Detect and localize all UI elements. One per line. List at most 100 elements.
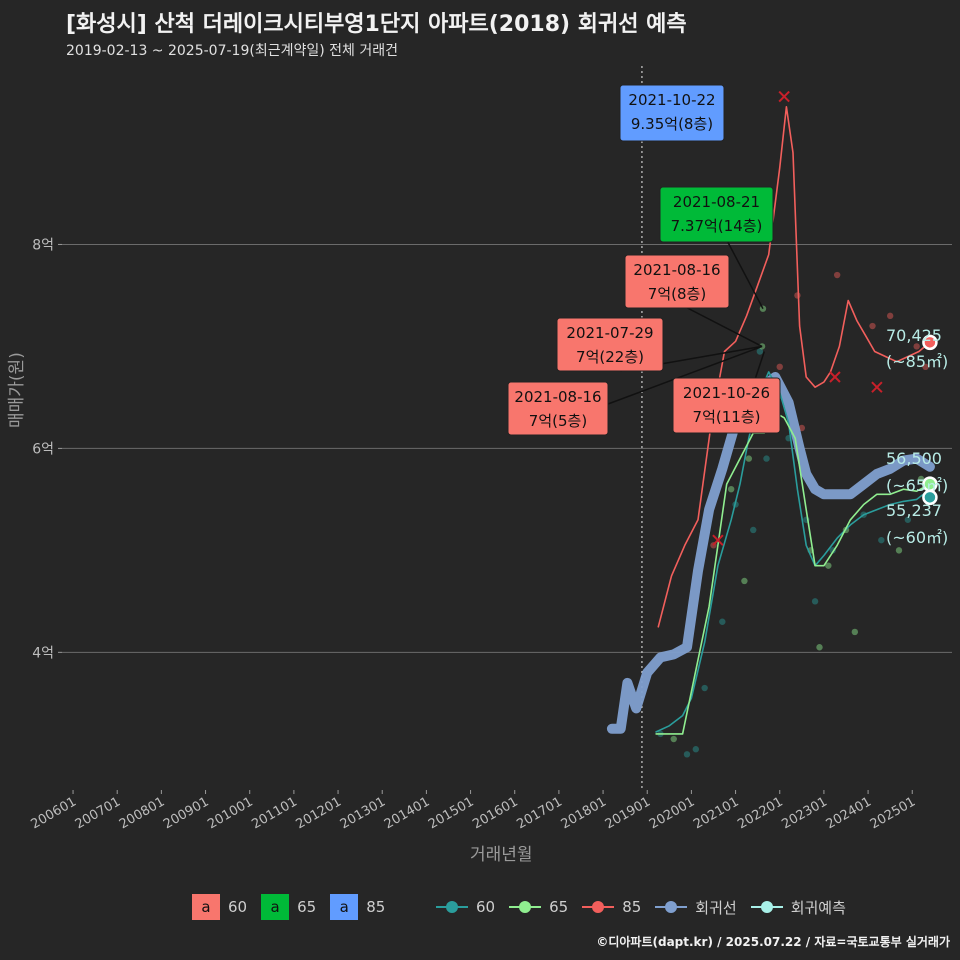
callout-price: 9.35억(8층): [631, 115, 713, 133]
callout-box: [507, 381, 609, 436]
callout-price: 7억(5층): [529, 412, 587, 430]
x-tick-label: 200601: [29, 794, 79, 832]
x-tick-label: 201501: [426, 794, 476, 832]
x-tick-label: 201401: [382, 794, 432, 832]
legend-area-boxes: a 60 a 65 a 85: [192, 893, 399, 921]
legend-line-label-60: 60: [476, 898, 496, 916]
legend-line-65: [509, 894, 542, 920]
x-tick-label: 202501: [868, 794, 918, 832]
scatter-point: [756, 348, 764, 355]
legend-line-label-85: 85: [622, 898, 642, 916]
prediction-area: (~65㎡): [886, 476, 948, 495]
callout-price: 7억(22층): [576, 348, 644, 366]
prediction-area: (~60㎡): [886, 528, 948, 547]
legend-line-label-65: 65: [549, 898, 569, 916]
x-tick-label: 201101: [249, 794, 299, 832]
callout-leader: [607, 345, 763, 405]
legend-line-label-prediction: 회귀예측: [790, 898, 846, 917]
legend-label-60: 60: [228, 898, 248, 916]
legend-box-60: a: [192, 894, 220, 920]
scatter-point: [895, 547, 903, 554]
series-line-65: [655, 411, 931, 735]
y-tick-label: 4억: [32, 645, 54, 661]
cross-marker: [871, 381, 883, 393]
source-credit: ©디아파트(dapt.kr) / 2025.07.22 / 자료=국토교통부 실…: [596, 935, 950, 949]
scatter-point: [750, 526, 757, 534]
legend-line-85: [582, 894, 615, 920]
scatter-point: [833, 271, 841, 279]
x-tick-label: 201201: [294, 794, 344, 832]
callout-date: 2021-10-22: [628, 91, 715, 109]
scatter-point: [878, 536, 885, 544]
x-tick-label: 200901: [161, 794, 211, 832]
x-tick-label: 202201: [735, 794, 785, 832]
callout-date: 2021-10-26: [683, 384, 770, 402]
callout-box: [659, 186, 774, 243]
scatter-point: [869, 322, 876, 330]
callout-date: 2021-07-29: [566, 324, 653, 342]
scatter-point: [670, 735, 677, 743]
scatter-point: [816, 644, 823, 651]
x-tick-label: 200801: [117, 794, 167, 832]
scatter-point: [719, 618, 726, 625]
x-tick-label: 202301: [779, 794, 829, 832]
chart-title: [화성시] 산척 더레이크시티부영1단지 아파트(2018) 회귀선 예측: [66, 12, 687, 37]
callout-box: [556, 317, 664, 372]
scatter-point: [825, 562, 832, 569]
cross-marker: [712, 534, 724, 546]
x-tick-label: 202101: [691, 794, 741, 832]
scatter-point: [776, 363, 783, 371]
scatter-point: [913, 343, 920, 350]
prediction-area: (~85㎡): [886, 352, 948, 371]
x-tick-label: 201601: [470, 794, 520, 832]
scatter-point: [851, 628, 859, 636]
callout-price: 7억(8층): [648, 285, 706, 303]
scatter-point: [692, 746, 700, 753]
callout-leader: [727, 241, 764, 310]
scatter-point: [745, 455, 753, 462]
legend-label-85: 85: [366, 898, 386, 916]
x-tick-label: 201801: [559, 794, 609, 832]
x-tick-label: 201301: [338, 794, 388, 832]
scatter-point: [811, 598, 819, 605]
callout-price: 7.37억(14층): [671, 217, 763, 235]
x-tick-label: 202001: [647, 794, 697, 832]
legend-line-regression: [655, 894, 688, 920]
scatter-point: [741, 577, 748, 585]
series-line-60: [655, 371, 931, 733]
callout-box: [672, 377, 781, 434]
scatter-point: [763, 455, 770, 462]
legend-lines: 60 65 85 회귀선 회귀예측: [436, 893, 860, 921]
y-tick-label: 6억: [32, 441, 54, 457]
callout-date: 2021-08-21: [673, 193, 760, 211]
x-tick-label: 201701: [514, 794, 564, 832]
callout-box: [619, 84, 725, 142]
y-tick-label: 8억: [32, 237, 54, 253]
x-tick-label: 201001: [205, 794, 255, 832]
cross-marker: [829, 371, 841, 383]
callout-box: [624, 254, 730, 309]
callout-date: 2021-08-16: [514, 388, 601, 406]
scatter-point: [917, 475, 925, 483]
prediction-value: 70,425: [886, 326, 942, 345]
y-axis-title: 매매가(원): [7, 352, 27, 428]
scatter-point: [727, 485, 735, 493]
x-axis-title: 거래년월: [470, 845, 533, 865]
scatter-point: [683, 751, 691, 758]
x-tick-label: 200701: [73, 794, 123, 832]
x-tick-label: 201901: [603, 794, 653, 832]
prediction-value: 56,500: [886, 449, 942, 468]
scatter-point: [794, 292, 801, 299]
legend-label-65: 65: [297, 898, 317, 916]
legend-line-prediction: [750, 894, 783, 920]
chart-subtitle: 2019-02-13 ~ 2025-07-19(최근계약일) 전체 거래건: [66, 43, 398, 59]
scatter-point: [886, 312, 894, 320]
scatter-point: [701, 684, 708, 692]
legend-box-65: a: [261, 894, 290, 920]
cross-marker: [778, 90, 790, 103]
prediction-point: [922, 489, 938, 506]
prediction-point: [922, 334, 938, 351]
prediction-value: 55,237: [886, 501, 942, 520]
scatter-point: [922, 363, 929, 371]
